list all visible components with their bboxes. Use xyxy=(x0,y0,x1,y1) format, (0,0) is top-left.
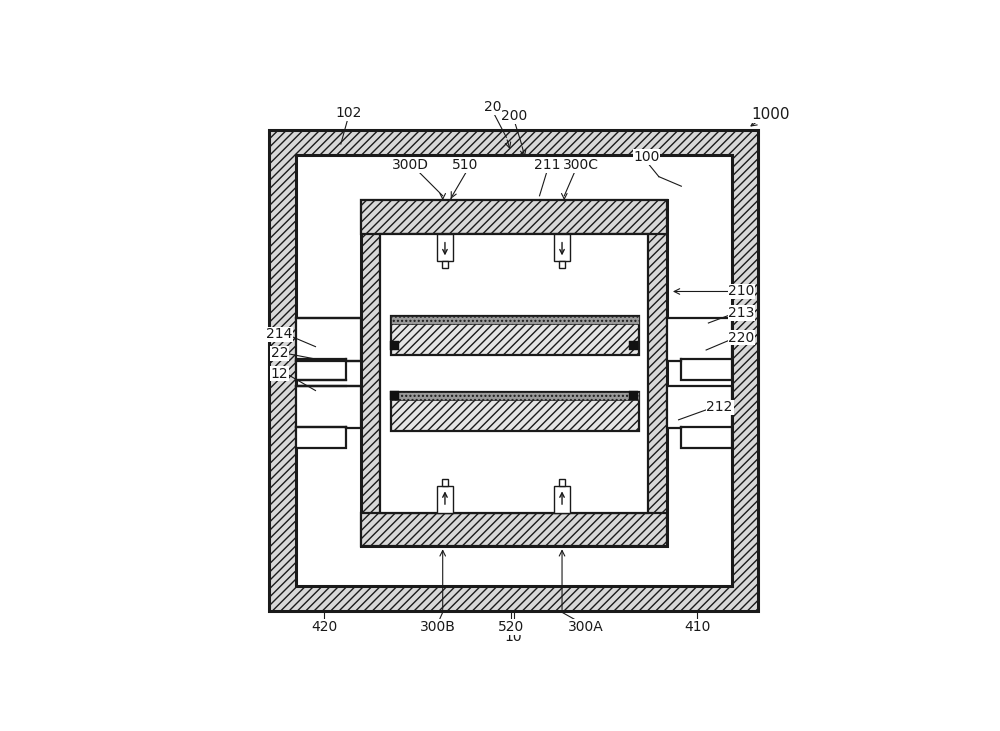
Bar xyxy=(296,427,346,448)
Text: 200: 200 xyxy=(501,109,527,123)
Bar xyxy=(437,234,453,261)
Bar xyxy=(391,316,639,324)
Text: 300C: 300C xyxy=(563,159,599,173)
Text: 20: 20 xyxy=(484,100,502,114)
Bar xyxy=(391,316,639,355)
Text: 410: 410 xyxy=(684,620,710,634)
Text: 213: 213 xyxy=(728,306,755,320)
Bar xyxy=(390,390,399,400)
Bar xyxy=(681,427,732,448)
Bar xyxy=(296,155,732,586)
Bar xyxy=(667,319,732,360)
Text: 300D: 300D xyxy=(392,159,429,173)
Bar xyxy=(629,341,638,350)
Bar xyxy=(559,261,565,268)
Bar xyxy=(442,261,448,268)
Bar xyxy=(361,200,667,234)
Bar xyxy=(296,359,346,380)
Text: 12: 12 xyxy=(271,367,288,381)
Bar xyxy=(554,234,570,261)
Bar xyxy=(667,386,732,428)
Bar xyxy=(442,479,448,485)
Bar xyxy=(296,386,361,428)
Text: 10: 10 xyxy=(505,630,522,644)
Text: 22: 22 xyxy=(271,346,288,360)
Bar xyxy=(391,392,639,431)
Text: 212: 212 xyxy=(706,401,733,414)
Bar xyxy=(681,359,732,380)
Bar xyxy=(296,319,361,360)
Text: 214: 214 xyxy=(266,327,293,341)
Bar xyxy=(559,479,565,485)
Bar xyxy=(361,200,667,547)
Bar xyxy=(390,341,399,350)
Text: 520: 520 xyxy=(498,620,524,634)
Bar xyxy=(629,390,638,400)
Text: 102: 102 xyxy=(335,106,361,120)
Bar xyxy=(437,485,453,512)
Text: 510: 510 xyxy=(452,159,478,173)
Text: 1000: 1000 xyxy=(751,107,790,122)
Text: 211: 211 xyxy=(534,159,561,173)
Bar xyxy=(391,392,639,400)
Bar xyxy=(380,234,648,512)
Bar xyxy=(554,485,570,512)
Bar xyxy=(269,130,758,611)
Text: 100: 100 xyxy=(633,150,660,164)
Bar xyxy=(361,512,667,547)
Text: 300A: 300A xyxy=(568,620,604,634)
Text: 220: 220 xyxy=(728,330,755,344)
Text: 300B: 300B xyxy=(420,620,456,634)
Text: 420: 420 xyxy=(311,620,337,634)
Text: 210: 210 xyxy=(728,284,755,298)
